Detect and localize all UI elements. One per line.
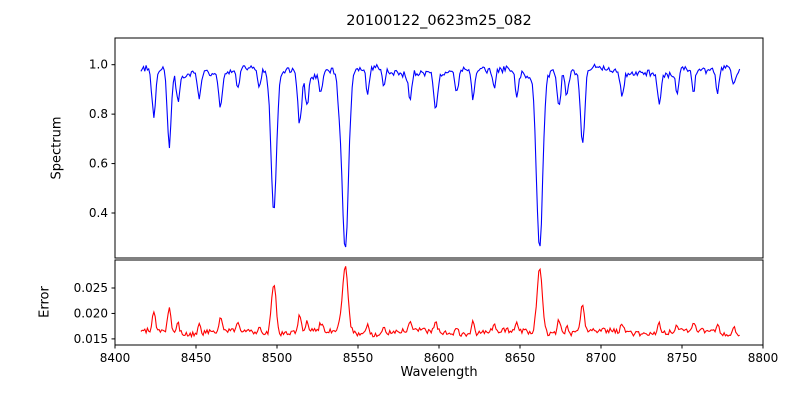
x-axis-label: Wavelength (400, 365, 478, 380)
panel-border-error (114, 259, 764, 346)
panel-border-spectrum (114, 37, 764, 259)
y-tick-label-error: 0.025 (74, 281, 108, 295)
x-tick-label: 8650 (505, 351, 536, 365)
y-tick-label-error: 0.020 (74, 306, 108, 320)
chart-title: 20100122_0623m25_082 (346, 13, 532, 29)
x-tick-label: 8800 (748, 351, 779, 365)
x-tick-label: 8600 (424, 351, 455, 365)
x-tick-label: 8550 (343, 351, 374, 365)
y-tick-label-spectrum: 0.4 (89, 206, 108, 220)
y-tick-label-spectrum: 1.0 (89, 58, 108, 72)
x-tick-label: 8750 (667, 351, 698, 365)
error-line (140, 266, 740, 339)
y-tick-label-spectrum: 0.8 (89, 107, 108, 121)
x-tick-label: 8450 (181, 351, 212, 365)
y-tick-label-error: 0.015 (74, 332, 108, 346)
y-tick-label-spectrum: 0.6 (89, 157, 108, 171)
spectrum-line (140, 63, 741, 248)
x-tick-label: 8500 (262, 351, 293, 365)
x-tick-label: 8700 (586, 351, 617, 365)
x-tick-label: 8400 (100, 351, 131, 365)
